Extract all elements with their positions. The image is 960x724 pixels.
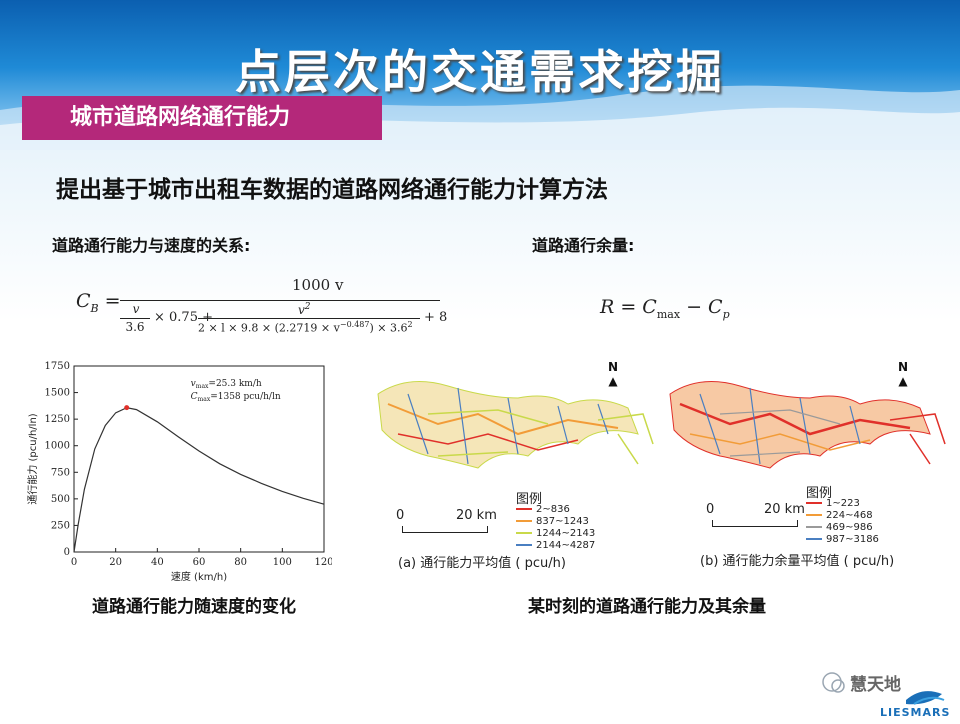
legend-swatch bbox=[516, 544, 532, 546]
chart-caption: 道路通行能力随速度的变化 bbox=[92, 597, 296, 617]
formula-lhs: C bbox=[76, 290, 91, 312]
legend-item: 224~468 bbox=[806, 510, 873, 521]
formula-term2-num-sup: 2 bbox=[304, 302, 311, 312]
map-a-scale-bar bbox=[402, 526, 488, 533]
legend-label: 837~1243 bbox=[536, 516, 589, 527]
map-capacity bbox=[377, 381, 654, 469]
legend-item: 2~836 bbox=[516, 504, 570, 515]
legend-item: 1~223 bbox=[806, 498, 860, 509]
formula-numerator: 1000 v bbox=[292, 276, 344, 294]
map-b-north-label: N bbox=[898, 360, 909, 374]
legend-swatch bbox=[516, 520, 532, 522]
liesmars-logo-icon bbox=[822, 672, 945, 705]
legend-label: 1244~2143 bbox=[536, 528, 596, 539]
formula-term1-num: v bbox=[132, 302, 140, 316]
chart-plot-frame bbox=[73, 365, 325, 553]
legend-label: 2~836 bbox=[536, 504, 570, 515]
formula-term2-den-sup2: 2 bbox=[407, 320, 413, 329]
footer-logo-text: LIESMARS bbox=[880, 706, 951, 719]
residual-formula-sub1: max bbox=[656, 307, 681, 321]
footer-logo: 慧天地 LIESMARS bbox=[818, 664, 951, 720]
legend-item: 837~1243 bbox=[516, 516, 589, 527]
capacity-speed-chart: 0 20 40 60 80 100 120 0 250 500 750 1000 1250 1500 175… bbox=[26, 361, 332, 583]
x-tick-label: 80 bbox=[234, 557, 247, 568]
formula-term1-den: 3.6 bbox=[125, 320, 145, 334]
maps-caption: 某时刻的道路通行能力及其余量 bbox=[528, 597, 766, 617]
map-a-north-label: N bbox=[608, 360, 619, 374]
legend-swatch bbox=[806, 538, 822, 540]
map-a-scale-dist: 20 km bbox=[456, 508, 497, 523]
formula-term2-den-a: 2 × l × 9.8 × (2.2719 × v bbox=[198, 321, 340, 335]
formula-lhs-sub: B bbox=[90, 301, 99, 315]
legend-swatch bbox=[516, 532, 532, 534]
page-title: 点层次的交通需求挖掘 bbox=[235, 45, 725, 99]
legend-label: 2144~4287 bbox=[536, 540, 596, 551]
y-tick-label: 1500 bbox=[45, 388, 70, 399]
north-arrow-icon: N ▲ bbox=[608, 360, 619, 388]
map-capacity-roads bbox=[377, 381, 654, 469]
residual-formula-main: R = C bbox=[600, 296, 657, 318]
formula-tail: + 8 bbox=[424, 310, 448, 325]
annotation-cmax: Cmax=1358 pcu/h/ln bbox=[191, 392, 281, 403]
map-b-scale-bar bbox=[712, 520, 798, 527]
x-tick-label: 60 bbox=[193, 557, 206, 568]
y-tick-label: 500 bbox=[51, 494, 70, 505]
map-a-legend-title: 图例 bbox=[516, 492, 543, 507]
formula-term2-bar bbox=[198, 318, 420, 319]
legend-item: 469~986 bbox=[806, 522, 873, 533]
x-tick-label: 40 bbox=[151, 557, 164, 568]
formula-term2-den-sup: −0.487 bbox=[339, 320, 370, 329]
formula-term2-num: v bbox=[298, 303, 305, 317]
y-axis-label: 通行能力 (pcu/h/ln) bbox=[26, 413, 39, 504]
residual-formula-label: 道路通行余量: bbox=[532, 236, 635, 255]
section-tab: 城市道路网络通行能力 bbox=[22, 96, 382, 140]
legend-item: 1244~2143 bbox=[516, 528, 595, 539]
legend-label: 469~986 bbox=[826, 522, 873, 533]
y-tick-label: 1000 bbox=[45, 441, 70, 452]
legend-label: 1~223 bbox=[826, 498, 860, 509]
legend-swatch bbox=[806, 526, 822, 528]
footer-watermark: 慧天地 bbox=[850, 675, 901, 695]
x-tick-label: 120 bbox=[314, 557, 332, 568]
map-a-scale-zero: 0 bbox=[396, 508, 405, 523]
slide-subtitle: 提出基于城市出租车数据的道路网络通行能力计算方法 bbox=[56, 177, 608, 203]
formula-term1-bar bbox=[120, 318, 150, 319]
annotation-vmax: vmax=25.3 km/h bbox=[191, 379, 262, 390]
x-tick-label: 100 bbox=[273, 557, 292, 568]
map-residual-roads bbox=[669, 381, 946, 469]
y-tick-label: 750 bbox=[51, 467, 70, 478]
legend-label: 987~3186 bbox=[826, 534, 879, 545]
y-tick-label: 0 bbox=[64, 547, 70, 558]
map-b-scale-zero: 0 bbox=[706, 502, 715, 517]
residual-formula-mid: − C bbox=[680, 296, 723, 318]
y-tick-label: 1750 bbox=[45, 361, 70, 372]
residual-formula-sub2: p bbox=[722, 307, 730, 321]
capacity-curve bbox=[73, 407, 325, 553]
map-b-legend-title: 图例 bbox=[806, 486, 833, 501]
x-tick-label: 20 bbox=[109, 557, 122, 568]
map-residual bbox=[669, 381, 946, 469]
north-arrow-icon: N ▲ bbox=[898, 360, 909, 388]
formula-term2-den-b: ) × 3.6 bbox=[369, 321, 408, 335]
legend-swatch bbox=[806, 514, 822, 516]
peak-point bbox=[124, 405, 130, 411]
capacity-formula: CB = 1000 v v 3.6 × 0.75 + v2 2 × l × 9.… bbox=[76, 276, 448, 335]
legend-item: 2144~4287 bbox=[516, 540, 595, 551]
legend-swatch bbox=[806, 502, 822, 504]
formula-term1-rest: × 0.75 + bbox=[154, 310, 213, 325]
map-b-caption: (b) 通行能力余量平均值 ( pcu/h) bbox=[700, 554, 895, 569]
legend-label: 224~468 bbox=[826, 510, 873, 521]
y-tick-label: 1250 bbox=[45, 414, 70, 425]
residual-formula: R = Cmax − Cp bbox=[600, 296, 730, 321]
x-axis-label: 速度 (km/h) bbox=[171, 570, 227, 583]
y-tick-label: 250 bbox=[51, 520, 70, 531]
map-b-scale-dist: 20 km bbox=[764, 502, 805, 517]
legend-swatch bbox=[516, 508, 532, 510]
map-a-caption: (a) 通行能力平均值 ( pcu/h) bbox=[398, 556, 566, 571]
formula-fraction-bar bbox=[120, 300, 440, 301]
legend-item: 987~3186 bbox=[806, 534, 879, 545]
x-tick-label: 0 bbox=[71, 557, 77, 568]
capacity-formula-label: 道路通行能力与速度的关系: bbox=[52, 236, 251, 255]
